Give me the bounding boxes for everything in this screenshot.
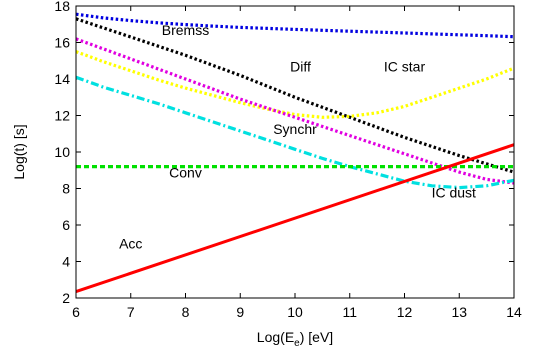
curve-label-ic-star: IC star (384, 59, 426, 75)
series-line-acc (75, 143, 515, 294)
series-line-ic-dust (75, 75, 515, 190)
y-tick-label: 8 (62, 181, 70, 197)
curve-label-acc: Acc (119, 236, 142, 252)
curve-label-bremss: Bremss (162, 22, 209, 38)
curve-label-synchr: Synchr (273, 121, 317, 137)
y-tick-label: 10 (54, 144, 70, 160)
x-tick-label: 11 (342, 304, 357, 320)
y-tick-label: 12 (54, 108, 70, 124)
x-tick-label: 14 (506, 304, 522, 320)
y-tick-label: 4 (62, 254, 70, 270)
x-axis-label: Log(Ee) [eV] (257, 329, 333, 349)
series-line-bremss (75, 12, 515, 39)
curve-label-conv: Conv (169, 165, 202, 181)
curve-label-ic-dust: IC dust (432, 185, 476, 201)
plot-frame (75, 5, 515, 299)
x-tick-label: 10 (287, 304, 303, 320)
x-tick-label: 7 (127, 304, 135, 320)
curve-label-diff: Diff (290, 59, 311, 75)
y-tick-label: 14 (54, 71, 70, 87)
x-tick-label: 12 (397, 304, 413, 320)
x-tick-label: 6 (72, 304, 80, 320)
y-tick-label: 2 (62, 290, 70, 306)
x-tick-label: 9 (236, 304, 244, 320)
y-tick-label: 18 (54, 0, 70, 14)
y-axis-label: Log(t) [s] (11, 124, 27, 179)
series-line-ic-star (75, 50, 515, 119)
x-tick-label: 13 (451, 304, 467, 320)
series-line-synchr (75, 37, 515, 185)
y-tick-label: 6 (62, 217, 70, 233)
axis-ticks: 6 7 8 9 10 11 12 13 14 2 4 6 8 10 12 14 16 18 (54, 0, 522, 320)
series-line-diff (75, 17, 515, 174)
series-layer (75, 12, 515, 294)
x-tick-label: 8 (182, 304, 190, 320)
y-tick-label: 16 (54, 35, 70, 51)
curve-labels: Bremss Diff IC star Synchr Conv IC dust Acc (119, 22, 476, 252)
